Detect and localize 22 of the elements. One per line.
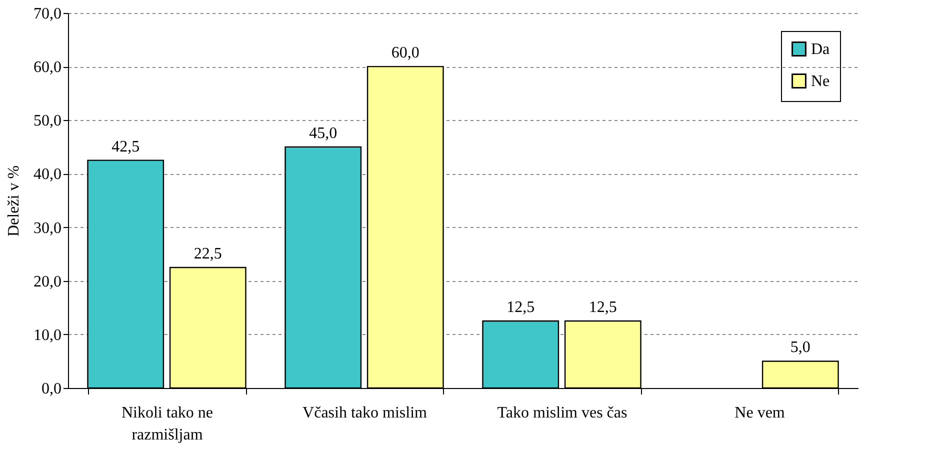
data-label: 12,5 [506,299,535,316]
y-tick-label: 20,0 [34,273,62,290]
y-tick-label: 40,0 [34,166,62,184]
x-tick-label: Ne vem [734,404,786,422]
legend-label: Ne [811,73,830,90]
data-label: 22,5 [194,245,222,262]
data-label: 5,0 [790,339,810,356]
y-tick-label: 50,0 [34,112,62,130]
y-tick-label: 10,0 [34,326,62,344]
y-tick-label: 70,0 [34,6,62,22]
data-label: 60,0 [391,44,420,62]
y-tick-label: 0,0 [42,380,62,398]
x-tick-label: Nikoli tako ne razmišljam [121,404,214,444]
x-tick-label: Tako mislim ves čas [497,404,628,422]
x-tick-label: Včasih tako mislim [302,404,428,422]
data-label: 42,5 [112,138,140,156]
y-axis-title: Deleži v % [6,165,22,237]
legend-label: Da [811,41,830,58]
y-tick-label: 30,0 [34,220,62,237]
y-tick-label: 60,0 [34,59,62,76]
data-label: 45,0 [309,124,338,142]
data-label: 12,5 [588,299,617,316]
